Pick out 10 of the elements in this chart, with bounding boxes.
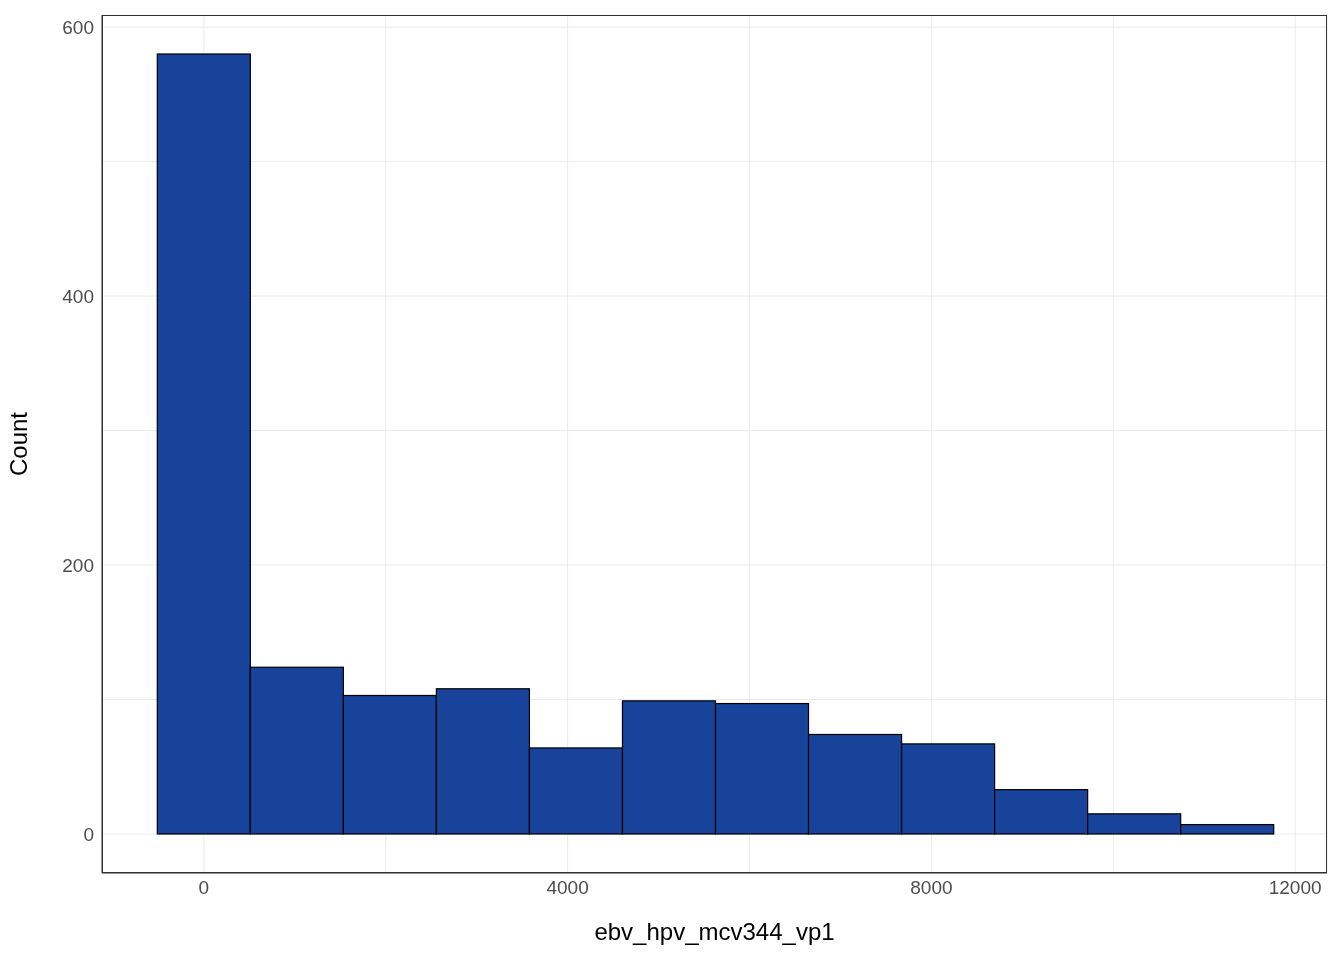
y-tick-label: 400	[62, 285, 94, 307]
x-axis-title: ebv_hpv_mcv344_vp1	[594, 918, 835, 945]
y-tick-label: 600	[62, 16, 94, 38]
x-tick-label: 0	[198, 877, 210, 899]
y-tick-label: 200	[62, 554, 94, 576]
x-tick-label: 4000	[546, 877, 589, 899]
x-tick-label: 12000	[1268, 877, 1322, 899]
x-tick-label: 8000	[910, 877, 953, 899]
y-axis-title: Count	[4, 411, 32, 477]
y-tick-label: 0	[83, 823, 94, 845]
